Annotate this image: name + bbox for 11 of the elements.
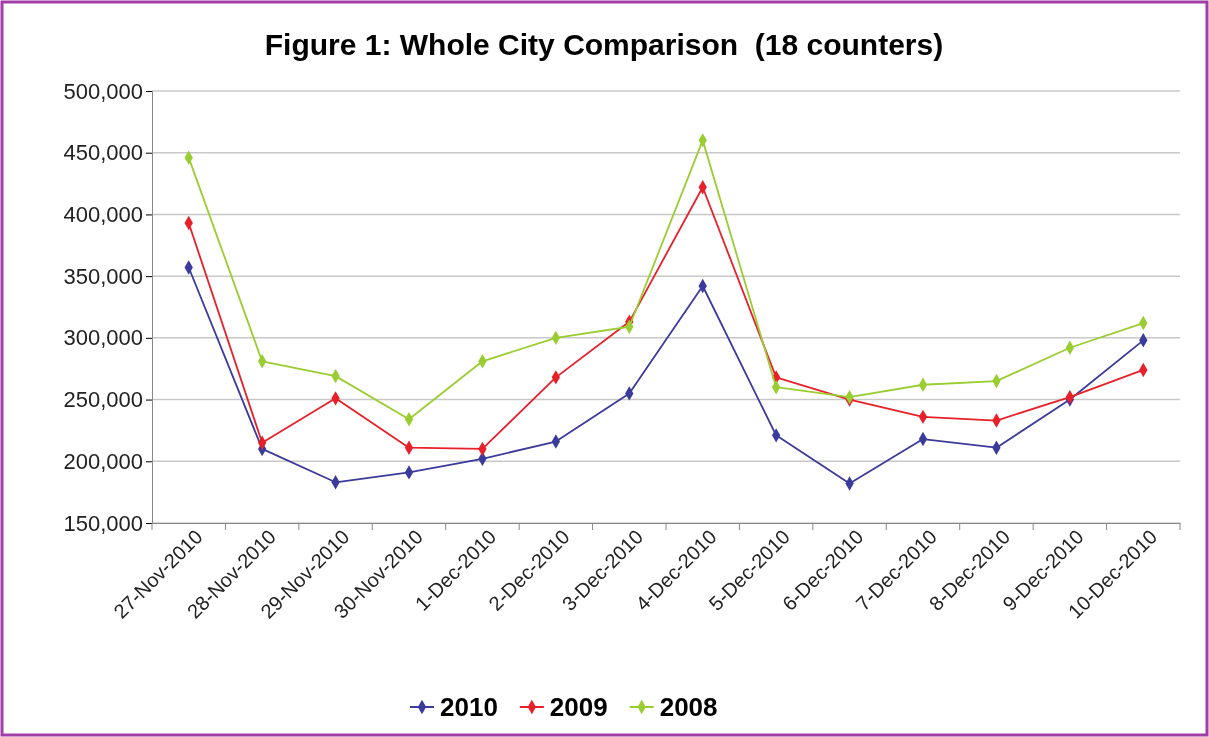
- y-tick-label: 200,000: [63, 448, 143, 474]
- y-tick-label: 450,000: [63, 140, 143, 166]
- y-tick-label: 350,000: [63, 263, 143, 289]
- y-tick-label: 250,000: [63, 387, 143, 413]
- y-tick-label: 400,000: [63, 201, 143, 227]
- legend-label: 2008: [659, 692, 718, 722]
- y-tick-label: 500,000: [63, 78, 143, 104]
- y-tick-label: 300,000: [63, 325, 143, 351]
- legend-label: 2010: [440, 692, 498, 722]
- chart-title: Figure 1: Whole City Comparison (18 counters): [264, 28, 944, 61]
- legend-label: 2009: [549, 692, 608, 722]
